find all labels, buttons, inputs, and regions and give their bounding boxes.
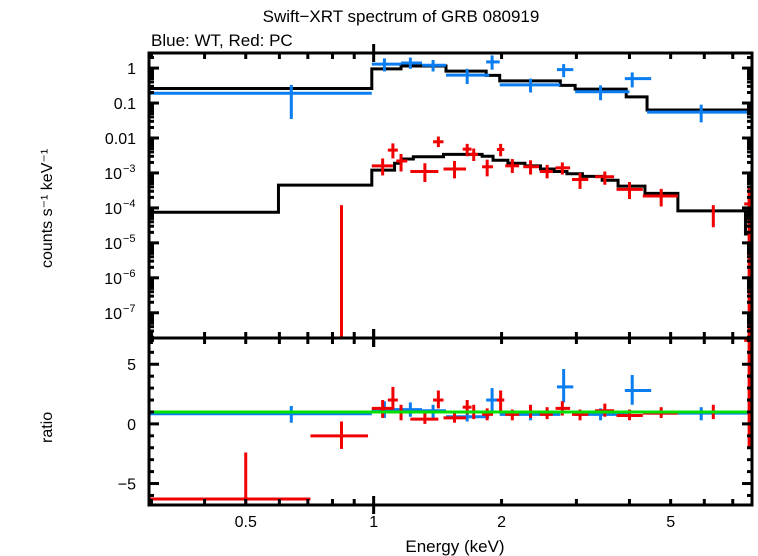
upper-y-tick-label: 10	[104, 271, 122, 288]
lower-y-tick-label: 5	[127, 357, 136, 374]
pc-data-point	[642, 188, 678, 207]
chart-title: Swift−XRT spectrum of GRB 080919	[263, 7, 540, 26]
wt-data-point	[401, 57, 423, 69]
pc-ratio-point	[371, 400, 393, 418]
pc-data-point	[469, 148, 478, 161]
lower-y-axis-label: ratio	[39, 412, 56, 443]
x-tick-label: 2	[497, 514, 506, 531]
pc-ratio-point	[387, 386, 398, 410]
x-tick-label: 5	[666, 514, 675, 531]
upper-y-tick-exponent: −6	[123, 268, 136, 280]
pc-ratio-point	[433, 390, 444, 409]
wt-ratio-point	[624, 374, 652, 405]
upper-y-tick-exponent: −5	[123, 233, 136, 245]
pc-data-point	[539, 164, 553, 179]
upper-y-tick-exponent: −7	[123, 303, 136, 315]
wt-data-point	[556, 64, 574, 78]
wt-ratio-point	[401, 402, 423, 417]
pc-data-point	[496, 143, 505, 157]
wt-model-line	[149, 64, 751, 112]
x-axis-label: Energy (keV)	[405, 537, 504, 556]
upper-y-axis-label-text: counts s⁻¹ keV⁻¹	[39, 149, 56, 268]
wt-data-point	[422, 60, 446, 72]
pc-data-point	[616, 182, 643, 199]
upper-y-tick-label: 10	[104, 201, 122, 218]
upper-y-tick-label: 1	[127, 61, 136, 78]
pc-ratio-point	[149, 452, 311, 505]
lower-y-tick-label: −5	[118, 477, 136, 494]
pc-data-point	[523, 160, 540, 175]
wt-data-point	[445, 68, 490, 85]
pc-ratio-point	[443, 411, 467, 423]
upper-y-tick-label: 0.1	[114, 96, 136, 113]
wt-data-point	[575, 85, 630, 101]
pc-data-point	[595, 171, 615, 185]
pc-data-point	[371, 158, 393, 176]
pc-data-point	[555, 162, 571, 175]
pc-data-point	[396, 153, 408, 172]
chart-subtitle: Blue: WT, Red: PC	[151, 31, 293, 50]
pc-model-line	[149, 152, 752, 236]
wt-data-point	[371, 58, 402, 72]
wt-data-point	[647, 104, 751, 123]
wt-data-point	[149, 84, 372, 119]
upper-y-tick-label: 10	[104, 166, 122, 183]
pc-data-point	[410, 163, 439, 183]
pc-data-point	[462, 143, 472, 157]
pc-ratio-point	[482, 408, 494, 421]
upper-y-tick-label: 10	[104, 306, 122, 323]
wt-data-point	[499, 78, 561, 93]
pc-data-point	[387, 143, 398, 159]
pc-data-point	[482, 159, 494, 177]
upper-y-tick-exponent: −4	[123, 198, 136, 210]
pc-ratio-point	[496, 390, 505, 411]
pc-data-point	[433, 136, 444, 148]
lower-panel-frame	[147, 336, 754, 507]
pc-ratio-point	[410, 411, 439, 424]
lower-y-tick-label: 0	[127, 417, 136, 434]
pc-data-point	[443, 160, 467, 179]
upper-y-axis-label: counts s⁻¹ keV⁻¹	[39, 149, 56, 268]
wt-data-point	[486, 55, 500, 70]
pc-data-point	[572, 172, 589, 189]
pc-data-point	[505, 159, 520, 173]
x-tick-label: 1	[369, 514, 378, 531]
wt-ratio-point	[149, 405, 372, 423]
upper-y-tick-label: 10	[104, 236, 122, 253]
upper-y-tick-exponent: −3	[123, 163, 136, 175]
pc-ratio-point	[310, 421, 369, 449]
upper-y-tick-label: 0.01	[105, 131, 136, 148]
wt-ratio-point	[556, 369, 574, 403]
wt-data-point	[624, 72, 652, 88]
x-tick-label: 0.5	[235, 514, 257, 531]
